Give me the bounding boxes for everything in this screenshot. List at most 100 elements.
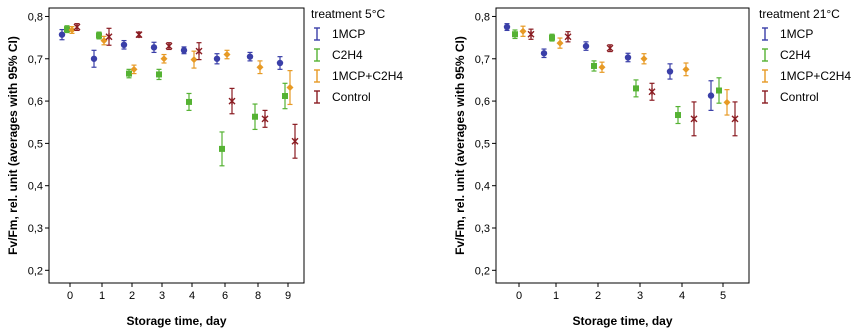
y-tick-label: 0,6: [28, 96, 43, 108]
legend-label: C2H4: [780, 48, 811, 62]
legend-label: 1MCP+C2H4: [332, 69, 403, 83]
y-tick-label: 0,5: [28, 138, 43, 150]
data-point: [549, 34, 555, 41]
series-c2h4: [512, 29, 722, 125]
x-tick-label: 4: [189, 290, 195, 302]
x-tick-label: 6: [222, 290, 228, 302]
data-point: [519, 27, 527, 35]
data-point: [282, 93, 288, 99]
data-point: [135, 31, 143, 39]
y-tick-label: 0,2: [28, 265, 43, 277]
series-control: [527, 28, 739, 137]
x-tick-label: 5: [720, 290, 726, 302]
data-point: [228, 97, 236, 105]
y-tick-label: 0,6: [475, 96, 490, 108]
y-tick-label: 0,3: [475, 223, 490, 235]
data-point: [219, 145, 225, 152]
data-point: [90, 55, 98, 62]
data-point: [105, 33, 113, 41]
data-point: [261, 115, 269, 123]
data-point: [716, 87, 722, 94]
data-point: [591, 62, 597, 69]
x-tick-label: 9: [285, 290, 291, 302]
data-point: [120, 41, 128, 49]
x-tick-label: 0: [516, 290, 522, 302]
legend-title: treatment 5°C: [311, 7, 385, 21]
data-point: [723, 98, 731, 106]
legend: treatment 5°C 1MCP C2H4 1MCP+C2H4 Control: [311, 7, 403, 104]
plot-frame: [495, 7, 750, 284]
chart-panel-1: 0,2 0,3 0,4 0,5 0,6 0,7 0,8 0 1 2 3 4 6 8 9 Storage tim…: [6, 7, 403, 328]
y-axis-label: Fv/Fm, rel. unit (averages with 95% CI): [453, 36, 467, 255]
data-point: [165, 42, 173, 50]
x-tick-label: 1: [553, 290, 559, 302]
y-tick-label: 0,7: [28, 54, 43, 66]
legend-label: 1MCP: [332, 27, 365, 41]
series-1mcp: [503, 23, 715, 111]
data-point: [527, 30, 535, 38]
data-point: [73, 23, 81, 31]
x-axis-label: Storage time, day: [126, 314, 226, 328]
data-point: [640, 55, 648, 63]
data-point: [160, 55, 168, 63]
y-axis-label: Fv/Fm, rel. unit (averages with 95% CI): [6, 36, 20, 255]
legend-label: C2H4: [332, 48, 363, 62]
y-tick-label: 0,3: [28, 223, 43, 235]
x-tick-label: 4: [679, 290, 685, 302]
y-tick-label: 0,4: [28, 181, 43, 193]
data-point: [633, 85, 639, 92]
chart-panel-2: 0,2 0,3 0,4 0,5 0,6 0,7 0,8 0 1 2 3 4 5 Storage time,…: [453, 7, 851, 328]
data-point: [186, 98, 192, 105]
series-c2h4: [64, 25, 288, 167]
x-tick-label: 3: [637, 290, 643, 302]
legend-label: 1MCP+C2H4: [780, 69, 851, 83]
data-point: [682, 65, 690, 73]
data-point: [503, 23, 511, 31]
x-tick-label: 3: [159, 290, 165, 302]
series-1mcp-c2h4: [68, 26, 294, 106]
data-point: [582, 42, 590, 50]
series-1mcp: [58, 28, 284, 70]
data-point: [58, 31, 66, 38]
legend-label: Control: [332, 90, 371, 104]
data-point: [675, 112, 681, 119]
data-point: [246, 53, 254, 60]
legend-title: treatment 21°C: [759, 7, 840, 21]
data-point: [96, 32, 102, 39]
data-point: [556, 39, 564, 47]
data-point: [564, 33, 572, 41]
data-point: [256, 63, 264, 71]
data-point: [598, 63, 606, 71]
data-point: [512, 31, 518, 38]
data-point: [276, 59, 284, 67]
x-tick-label: 2: [595, 290, 601, 302]
x-tick-label: 1: [99, 290, 105, 302]
y-tick-label: 0,8: [475, 11, 490, 23]
data-point: [606, 44, 614, 52]
legend: treatment 21°C 1MCP C2H4 1MCP+C2H4 Control: [759, 7, 851, 104]
x-tick-label: 8: [255, 290, 261, 302]
data-point: [180, 47, 188, 54]
data-point: [624, 54, 632, 61]
y-tick-label: 0,8: [28, 11, 43, 23]
data-point: [648, 88, 656, 96]
y-tick-label: 0,4: [475, 181, 490, 193]
data-point: [156, 71, 162, 78]
legend-label: 1MCP: [780, 27, 813, 41]
y-tick-label: 0,7: [475, 54, 490, 66]
data-point: [126, 70, 132, 77]
data-point: [291, 137, 299, 145]
data-point: [100, 37, 108, 45]
data-point: [286, 84, 294, 92]
data-point: [707, 92, 715, 99]
plot-frame: [48, 7, 305, 284]
data-point: [213, 55, 221, 62]
x-tick-label: 2: [129, 290, 135, 302]
data-point: [666, 68, 674, 75]
data-point: [195, 47, 203, 55]
data-point: [190, 56, 198, 64]
series-1mcp-c2h4: [519, 25, 731, 116]
x-axis-label: Storage time, day: [572, 314, 672, 328]
data-point: [64, 26, 70, 33]
